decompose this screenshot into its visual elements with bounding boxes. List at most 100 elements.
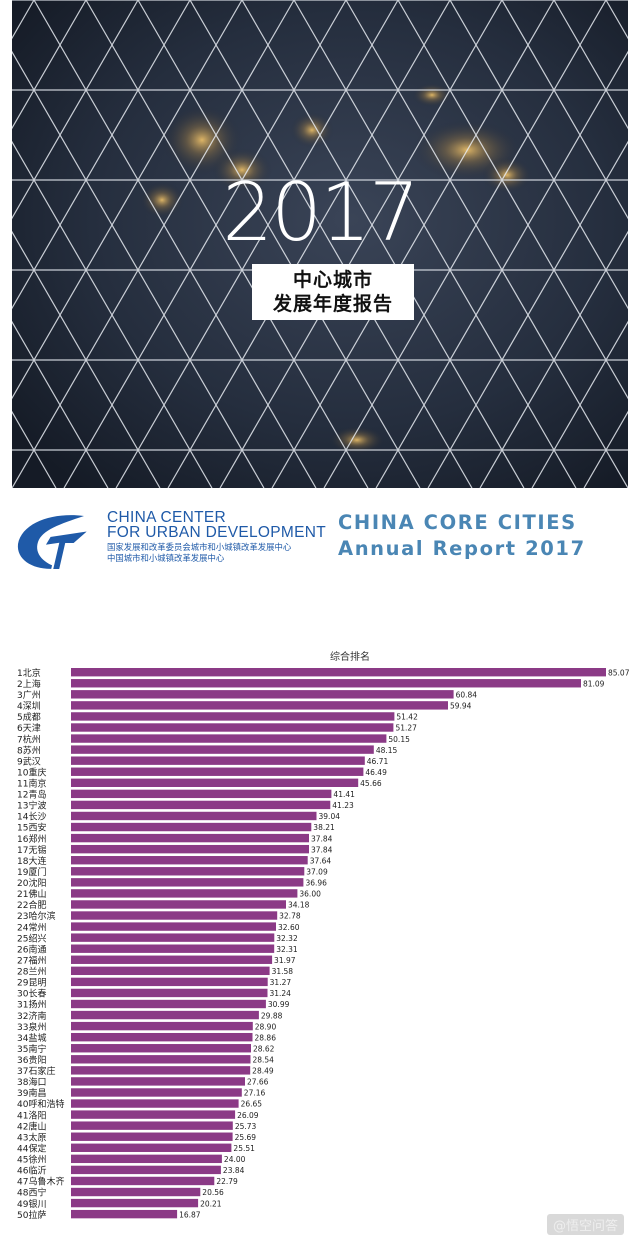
category-label: 29昆明	[17, 978, 46, 989]
category-label: 24常州	[17, 921, 46, 933]
category-label: 3广州	[17, 689, 41, 701]
bar	[71, 1077, 245, 1086]
value-label: 30.99	[268, 1000, 290, 1009]
bar	[71, 933, 275, 942]
bar	[71, 944, 275, 953]
bar	[71, 1099, 239, 1108]
value-label: 28.90	[255, 1022, 277, 1031]
bar	[71, 1143, 232, 1152]
cover-title-line2: 发展年度报告	[272, 293, 393, 315]
value-label: 22.79	[216, 1177, 238, 1186]
value-label: 39.04	[319, 812, 341, 821]
value-label: 50.15	[388, 735, 410, 744]
bar	[71, 778, 359, 787]
value-label: 46.49	[365, 768, 387, 777]
bar	[71, 966, 270, 976]
bar	[71, 1021, 253, 1031]
value-label: 34.18	[288, 901, 310, 910]
category-label: 39南昌	[17, 1087, 46, 1099]
category-label: 37石家庄	[17, 1065, 55, 1077]
bar	[71, 1209, 178, 1219]
category-label: 2上海	[17, 678, 41, 690]
ranking-chart: 综合排名 1北京 85.07 2上海 81.09 3广州 60.84 4深圳 59.94 5成都…	[0, 640, 640, 1243]
value-label: 16.87	[179, 1210, 201, 1219]
category-label: 48西宁	[17, 1187, 46, 1199]
bar	[71, 756, 365, 765]
bar	[71, 811, 317, 821]
category-label: 5成都	[17, 711, 41, 723]
bar	[71, 1066, 251, 1075]
org-name-block: CHINA CENTER FOR URBAN DEVELOPMENT 国家发展和…	[107, 510, 326, 564]
value-label: 27.16	[244, 1089, 266, 1098]
category-label: 38海口	[17, 1076, 46, 1088]
category-label: 42唐山	[17, 1120, 46, 1132]
value-label: 32.31	[276, 945, 298, 954]
category-label: 6天津	[17, 723, 41, 734]
category-label: 30长春	[17, 988, 46, 1000]
value-label: 29.88	[261, 1011, 283, 1020]
bar	[71, 1055, 251, 1064]
value-label: 81.09	[583, 679, 605, 688]
category-label: 44保定	[17, 1142, 46, 1154]
value-label: 20.21	[200, 1199, 222, 1208]
bar	[71, 690, 454, 699]
bar	[71, 1132, 233, 1141]
category-label: 28兰州	[17, 966, 46, 978]
value-label: 28.62	[253, 1044, 275, 1053]
value-label: 60.84	[456, 691, 478, 700]
bar	[71, 1198, 199, 1208]
bar	[71, 1110, 236, 1119]
bar	[71, 833, 309, 843]
category-label: 14长沙	[17, 811, 46, 823]
bar	[71, 999, 266, 1009]
category-label: 34盐城	[17, 1032, 46, 1044]
value-label: 32.78	[279, 912, 301, 921]
category-label: 40呼和浩特	[17, 1098, 64, 1110]
category-label: 18大连	[17, 855, 46, 867]
category-label: 32济南	[17, 1010, 46, 1022]
category-label: 43太原	[17, 1131, 46, 1143]
watermark: @悟空问答	[546, 1214, 624, 1235]
bar	[71, 822, 312, 832]
value-label: 48.15	[376, 746, 398, 755]
value-label: 28.49	[252, 1067, 274, 1076]
category-label: 21佛山	[17, 888, 46, 900]
category-label: 8苏州	[17, 744, 41, 756]
value-label: 28.86	[255, 1033, 277, 1042]
category-label: 11南京	[17, 778, 46, 790]
value-label: 32.60	[278, 923, 300, 932]
value-label: 27.66	[247, 1078, 269, 1087]
bar	[71, 1154, 222, 1164]
category-label: 47乌鲁木齐	[17, 1176, 64, 1188]
bar	[71, 867, 305, 876]
category-label: 10重庆	[17, 766, 46, 778]
bar	[71, 856, 308, 865]
category-label: 22合肥	[17, 899, 46, 911]
bar	[71, 844, 309, 854]
value-label: 51.27	[395, 724, 417, 733]
category-label: 25绍兴	[17, 932, 46, 944]
value-label: 24.00	[224, 1155, 246, 1164]
value-label: 37.09	[306, 867, 328, 876]
category-label: 19厦门	[17, 866, 46, 878]
ranking-chart-svg: 综合排名 1北京 85.07 2上海 81.09 3广州 60.84 4深圳 59.94 5成都…	[17, 650, 630, 1221]
bar	[71, 800, 331, 810]
bar	[71, 988, 268, 998]
bar	[71, 977, 268, 987]
bar	[71, 1010, 259, 1020]
bar	[71, 701, 448, 710]
value-label: 51.42	[396, 713, 418, 722]
category-label: 45徐州	[17, 1154, 46, 1166]
value-label: 85.07	[608, 668, 630, 677]
value-label: 45.66	[360, 779, 382, 788]
bar	[71, 1088, 242, 1097]
bar	[71, 745, 374, 754]
category-label: 26南通	[17, 943, 46, 955]
bar	[71, 1165, 221, 1175]
value-label: 31.97	[274, 956, 296, 965]
value-label: 26.65	[241, 1100, 263, 1109]
category-label: 17无锡	[17, 845, 46, 856]
bar	[71, 955, 273, 964]
value-label: 38.21	[313, 823, 335, 832]
category-label: 27福州	[17, 954, 46, 966]
